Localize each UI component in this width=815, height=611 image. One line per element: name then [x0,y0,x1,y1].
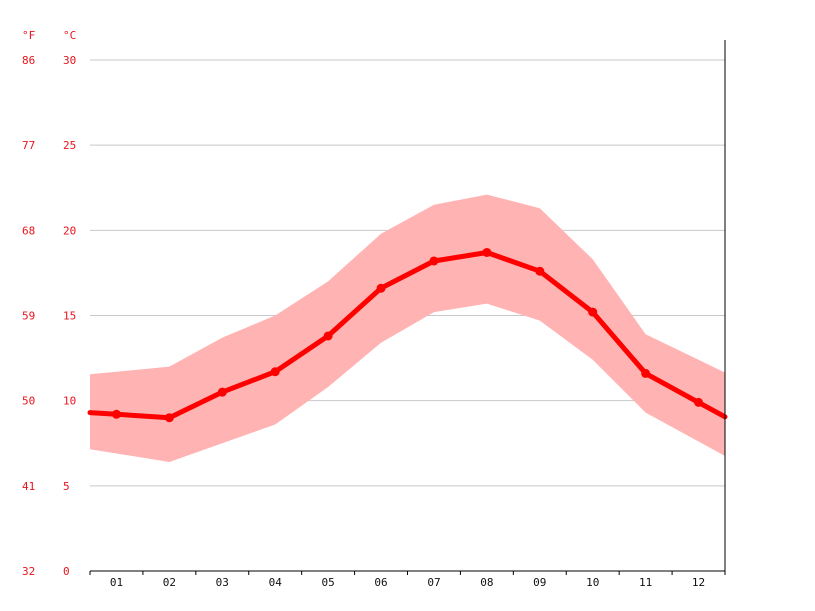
y-tick-labels: 32 0 41 5 50 10 59 15 68 20 77 25 86 30 [22,54,76,578]
y-tick-label-fahrenheit: 77 [22,139,35,152]
y-tick-label-fahrenheit: 50 [22,395,35,408]
y-tick-label-fahrenheit: 86 [22,54,35,67]
average-temperature-line [87,250,728,421]
data-point [323,331,333,341]
average-temperature-series [87,247,728,423]
x-tick-labels: 01 02 03 04 05 06 07 08 09 10 11 12 [110,576,705,589]
data-point [270,367,280,377]
x-tick-label: 12 [692,576,705,589]
x-tick-label: 10 [586,576,599,589]
y-tick-label-celsius: 15 [63,310,76,323]
data-point [111,409,121,419]
x-tick-label: 01 [110,576,123,589]
y-tick-label-celsius: 30 [63,54,76,67]
data-point [429,256,439,266]
y-tick-label-celsius: 0 [63,565,70,578]
x-tick-label: 02 [163,576,176,589]
data-point [217,387,227,397]
data-point [694,397,704,407]
x-tick-label: 08 [480,576,493,589]
temperature-range-band [90,194,725,462]
fahrenheit-unit-label: °F [22,29,35,42]
y-tick-label-celsius: 20 [63,224,76,237]
y-tick-label-celsius: 5 [63,480,70,493]
x-tick-label: 03 [216,576,229,589]
data-point [376,283,386,293]
x-tick-label: 05 [322,576,335,589]
celsius-unit-label: °C [63,29,76,42]
x-tick-label: 06 [374,576,387,589]
x-tick-label: 07 [427,576,440,589]
y-tick-label-fahrenheit: 68 [22,224,35,237]
data-point [164,413,174,423]
y-tick-label-fahrenheit: 32 [22,565,35,578]
y-tick-label-celsius: 10 [63,395,76,408]
y-tick-label-fahrenheit: 59 [22,310,35,323]
x-tick-label: 11 [639,576,652,589]
axes [89,40,726,575]
temperature-range-area [90,194,725,462]
y-tick-label-celsius: 25 [63,139,76,152]
x-tick-label: 09 [533,576,546,589]
data-point [535,266,545,276]
x-tick-label: 04 [269,576,283,589]
data-point [641,368,651,378]
data-point [482,247,492,257]
data-point [588,307,598,317]
y-tick-label-fahrenheit: 41 [22,480,35,493]
